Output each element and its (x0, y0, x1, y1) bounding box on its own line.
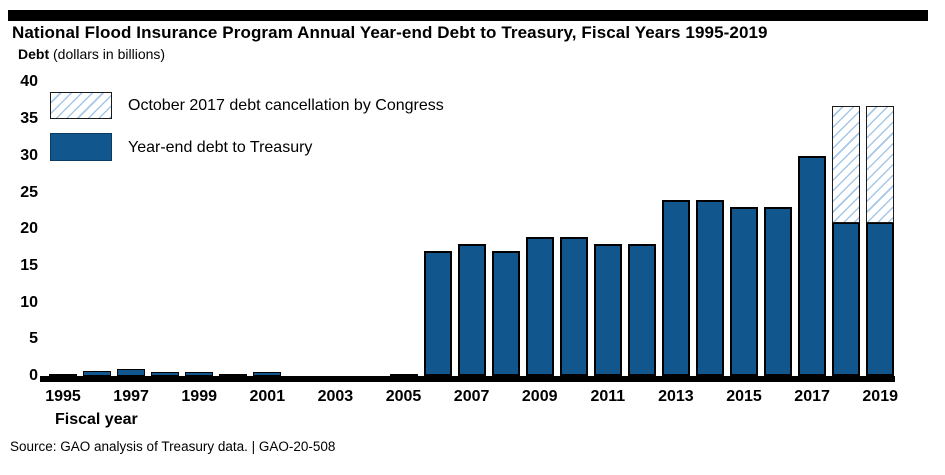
bar-1999 (185, 372, 214, 376)
x-tick-1997: 1997 (113, 388, 149, 405)
bar-2000 (219, 374, 248, 376)
x-tick-1995: 1995 (45, 388, 81, 405)
bar-2005 (389, 374, 418, 376)
y-tick-20: 20 (20, 220, 38, 238)
bar-2007 (457, 244, 486, 376)
y-tick-5: 5 (29, 330, 38, 348)
y-tick-0: 0 (29, 367, 38, 384)
bar-2017 (798, 156, 827, 376)
y-tick-15: 15 (20, 256, 38, 274)
x-tick-2005: 2005 (385, 388, 422, 405)
x-tick-1999: 1999 (181, 388, 217, 405)
bar-2012 (627, 244, 656, 376)
bar-2009 (525, 237, 554, 376)
y-tick-30: 30 (20, 146, 38, 164)
x-tick-2009: 2009 (521, 388, 558, 405)
x-tick-2001: 2001 (249, 388, 286, 405)
legend-label-debt: Year-end debt to Treasury (128, 138, 313, 156)
source-note: Source: GAO analysis of Treasury data. |… (10, 439, 336, 454)
y-tick-25: 25 (20, 183, 38, 201)
x-axis-line (40, 376, 895, 382)
bar-2018 (832, 222, 861, 376)
x-tick-2007: 2007 (453, 388, 490, 405)
x-tick-2017: 2017 (794, 388, 830, 405)
y-tick-10: 10 (20, 293, 38, 311)
bar-1996 (83, 371, 112, 376)
bar-1995 (49, 374, 77, 376)
bar-2018-cancellation-segment (832, 106, 861, 223)
x-tick-2015: 2015 (726, 388, 762, 405)
bar-2006 (423, 251, 452, 376)
bar-1998 (151, 372, 180, 376)
x-tick-2019: 2019 (862, 388, 898, 405)
bar-2014 (695, 200, 724, 376)
bar-2015 (730, 207, 758, 376)
bar-1997 (117, 369, 146, 376)
bar-2011 (593, 244, 622, 376)
bar-2013 (661, 200, 690, 376)
y-axis-title: Debt (dollars in billions) (18, 46, 165, 62)
bar-2019-cancellation-segment (866, 106, 895, 223)
legend-swatch-solid-icon (50, 133, 112, 161)
y-tick-35: 35 (20, 110, 38, 128)
y-tick-40: 40 (20, 73, 38, 91)
y-axis-title-units: (dollars in billions) (49, 46, 166, 62)
top-rule (8, 10, 928, 21)
bar-2001 (253, 372, 282, 376)
x-tick-2011: 2011 (590, 388, 626, 405)
legend-swatch-hatched-icon (50, 92, 112, 119)
x-tick-2003: 2003 (317, 388, 354, 405)
x-axis-label: Fiscal year (55, 411, 138, 428)
chart-title: National Flood Insurance Program Annual … (12, 23, 768, 42)
x-tick-2013: 2013 (658, 388, 694, 405)
bar-2016 (764, 207, 793, 376)
bar-2019 (866, 222, 895, 376)
legend-label-cancellation: October 2017 debt cancellation by Congre… (128, 96, 444, 114)
bar-2010 (559, 237, 588, 376)
bar-2008 (491, 251, 520, 376)
y-axis-title-bold: Debt (18, 46, 50, 62)
